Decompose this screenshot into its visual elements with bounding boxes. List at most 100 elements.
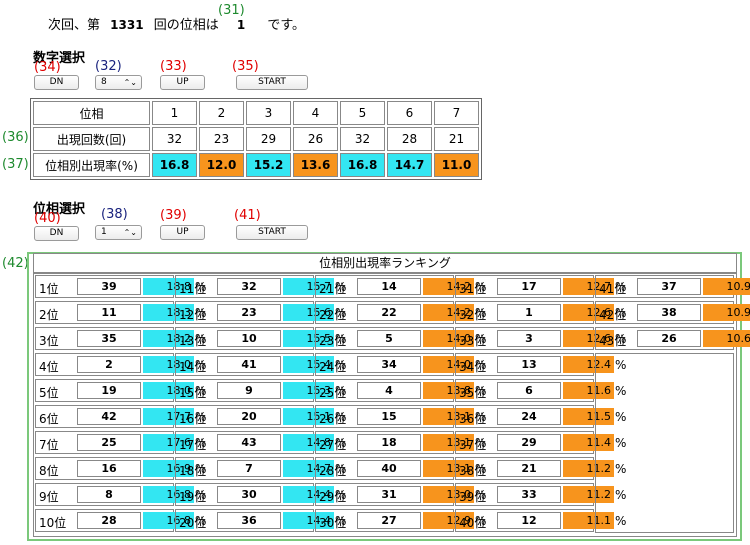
ranking-rate: 14.2 — [423, 278, 474, 295]
percent-sign: % — [615, 306, 627, 320]
ranking-rate: 13.0 — [423, 486, 474, 503]
ranking-rate: 13.1 — [423, 434, 474, 451]
percent-sign: % — [475, 384, 487, 398]
ranking-rank: 11位 — [179, 282, 207, 296]
ranking-entry: 38位 21 11.2% — [455, 457, 626, 480]
percent-sign: % — [335, 462, 347, 476]
ranking-entry: 25位 4 13.8% — [315, 379, 486, 402]
ranking-entry: 36位 24 11.5% — [455, 405, 626, 428]
number-up-button[interactable]: UP — [160, 75, 205, 90]
ranking-number: 42 — [77, 408, 141, 425]
rate-cell: 14.7 — [387, 153, 432, 177]
ranking-rate: 12.9 — [423, 512, 474, 529]
rate-cell: 16.8 — [152, 153, 197, 177]
percent-sign: % — [335, 280, 347, 294]
percent-sign: % — [335, 332, 347, 346]
ranking-entry: 16位 20 15.1% — [175, 405, 346, 428]
ranking-number: 1 — [497, 304, 561, 321]
ranking-rank: 42位 — [599, 308, 627, 322]
ranking-number: 28 — [77, 512, 141, 529]
annotation-36: (36) — [2, 130, 29, 145]
ranking-rank: 10位 — [39, 516, 67, 530]
rate-cell: 12.0 — [199, 153, 244, 177]
ranking-number: 36 — [217, 512, 281, 529]
ranking-number: 19 — [77, 382, 141, 399]
ranking-number: 13 — [497, 356, 561, 373]
phase-dn-button[interactable]: DN — [34, 226, 79, 241]
count-cell: 26 — [293, 127, 338, 151]
ranking-rank: 18位 — [179, 464, 207, 478]
ranking-number: 25 — [77, 434, 141, 451]
ranking-entry: 35位 6 11.6% — [455, 379, 626, 402]
annotation-31: (31) — [218, 3, 245, 18]
number-select-dropdown[interactable]: 8 ⌃⌄ — [95, 75, 142, 90]
ranking-rate: 16.8 — [143, 512, 194, 529]
ranking-rank: 2位 — [39, 308, 59, 322]
ranking-entry: 39位 33 11.2% — [455, 483, 626, 506]
ranking-rate: 18.0 — [143, 382, 194, 399]
ranking-grid: 1位 39 18.8% 2位 11 18.3% 3位 35 18.2% 4位 2 18.0% 5位 19 1… — [33, 273, 750, 537]
ranking-rank: 4位 — [39, 360, 59, 374]
ranking-rank: 22位 — [319, 308, 347, 322]
ranking-rank: 16位 — [179, 412, 207, 426]
ranking-rate: 14.2 — [423, 304, 474, 321]
ranking-rate: 10.6 — [703, 330, 750, 347]
chevron-updown-icon: ⌃⌄ — [123, 78, 137, 87]
ranking-rank: 13位 — [179, 334, 207, 348]
ranking-rank: 38位 — [459, 464, 487, 478]
ranking-number: 6 — [497, 382, 561, 399]
ranking-rank: 24位 — [319, 360, 347, 374]
annotation-32: (32) — [95, 59, 122, 74]
ranking-rank: 23位 — [319, 334, 347, 348]
ranking-number: 41 — [217, 356, 281, 373]
ranking-rank: 36位 — [459, 412, 487, 426]
ranking-rate: 12.4 — [563, 356, 614, 373]
count-cell: 29 — [246, 127, 291, 151]
phase-start-button[interactable]: START — [236, 225, 308, 240]
ranking-number: 14 — [357, 278, 421, 295]
ranking-number: 11 — [77, 304, 141, 321]
count-cell: 23 — [199, 127, 244, 151]
next-draw-number: 1331 — [110, 18, 144, 32]
rate-cell: 15.2 — [246, 153, 291, 177]
number-start-button[interactable]: START — [236, 75, 308, 90]
ranking-number: 30 — [217, 486, 281, 503]
count-cell: 21 — [434, 127, 479, 151]
ranking-rank: 27位 — [319, 438, 347, 452]
ranking-number: 8 — [77, 486, 141, 503]
number-select-heading: 数字選択 — [33, 51, 86, 66]
ranking-entry: 19位 30 14.4% — [175, 483, 346, 506]
ranking-rate: 14.0 — [423, 330, 474, 347]
ranking-rate: 15.7 — [283, 278, 334, 295]
phase-select-value: 1 — [101, 227, 107, 237]
percent-sign: % — [195, 306, 207, 320]
ranking-rank: 15位 — [179, 386, 207, 400]
number-dn-button[interactable]: DN — [34, 75, 79, 90]
ranking-rate: 11.6 — [563, 382, 614, 399]
ranking-number: 23 — [217, 304, 281, 321]
percent-sign: % — [335, 410, 347, 424]
phase-header-cell: 1 — [152, 101, 197, 125]
ranking-rate: 14.0 — [423, 356, 474, 373]
annotation-35: (35) — [232, 59, 259, 74]
ranking-title: 位相別出現率ランキング — [33, 253, 737, 273]
ranking-rate: 18.2 — [143, 330, 194, 347]
percent-sign: % — [335, 384, 347, 398]
ranking-rate: 16.8 — [143, 486, 194, 503]
ranking-number: 22 — [357, 304, 421, 321]
ranking-rank: 19位 — [179, 490, 207, 504]
ranking-rate: 18.8 — [143, 278, 194, 295]
annotation-33: (33) — [160, 59, 187, 74]
phase-up-button[interactable]: UP — [160, 225, 205, 240]
ranking-rate: 14.4 — [283, 486, 334, 503]
ranking-entry: 24位 34 14.0% — [315, 353, 486, 376]
phase-select-dropdown[interactable]: 1 ⌃⌄ — [95, 225, 142, 240]
count-row-label: 出現回数(回) — [33, 127, 150, 151]
number-select-value: 8 — [101, 77, 107, 87]
ranking-number: 7 — [217, 460, 281, 477]
ranking-rate: 11.1 — [563, 512, 614, 529]
ranking-rank: 29位 — [319, 490, 347, 504]
annotation-39: (39) — [160, 208, 187, 223]
ranking-rank: 1位 — [39, 282, 59, 296]
